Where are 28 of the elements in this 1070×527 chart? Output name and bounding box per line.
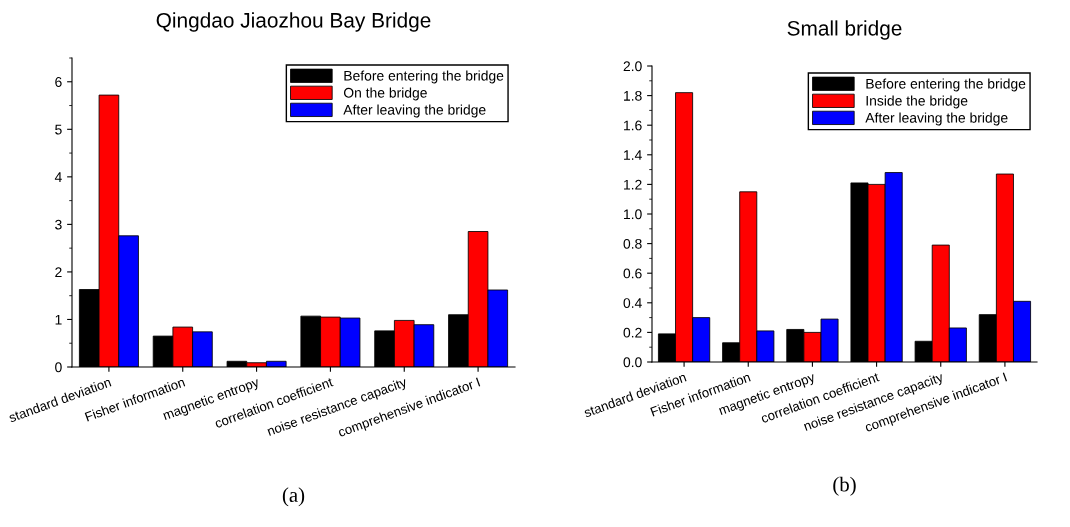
y-tick-label: 0 — [55, 362, 62, 373]
chart-title: Qingdao Jiaozhou Bay Bridge — [156, 12, 431, 32]
y-tick-label: 1.0 — [624, 209, 642, 220]
text: (a) — [282, 487, 305, 507]
legend-label: After leaving the bridge — [343, 104, 486, 118]
y-tick-label: 1 — [55, 314, 62, 325]
y-tick-label: 2.0 — [623, 61, 642, 72]
y-tick-label: 6 — [55, 77, 62, 87]
legend-label: Inside the bridge — [866, 95, 968, 109]
legend-label: On the bridge — [343, 87, 427, 101]
text: (b) — [833, 476, 856, 496]
chart-title: Small bridge — [787, 20, 902, 40]
y-tick-label: 1.4 — [624, 150, 642, 160]
legend-label: After leaving the bridge — [865, 112, 1008, 126]
y-tick-label: 2 — [55, 267, 62, 277]
y-tick-label: 3 — [55, 219, 62, 230]
y-tick-label: 0.4 — [623, 298, 642, 308]
y-tick-label: 1.6 — [624, 120, 642, 131]
y-tick-label: 1.8 — [624, 90, 642, 101]
y-tick-label: 5 — [55, 124, 62, 135]
y-tick-label: 0.2 — [623, 327, 642, 338]
legend-label: Before entering the bridge — [866, 78, 1026, 92]
y-tick-label: 1.2 — [624, 179, 642, 190]
y-tick-label: 0.0 — [623, 357, 642, 368]
y-tick-label: 0.6 — [623, 268, 642, 279]
y-tick-label: 4 — [54, 172, 62, 182]
y-tick-label: 0.8 — [623, 238, 642, 249]
legend-label: Before entering the bridge — [344, 70, 504, 84]
